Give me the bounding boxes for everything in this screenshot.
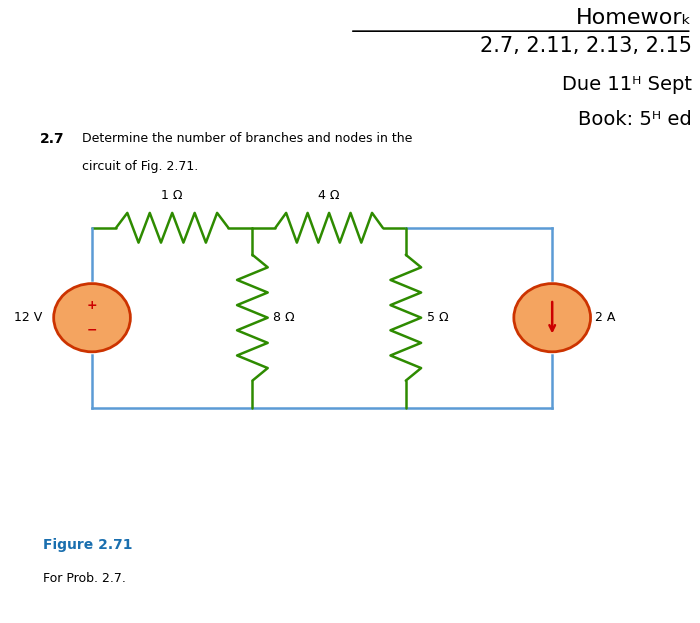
Circle shape xyxy=(54,283,130,352)
Text: 12 V: 12 V xyxy=(13,312,42,324)
Text: 2.7: 2.7 xyxy=(40,131,64,146)
Text: 5 Ω: 5 Ω xyxy=(427,312,448,324)
Text: 2 A: 2 A xyxy=(596,312,616,324)
Text: Book: 5ᵸ ed: Book: 5ᵸ ed xyxy=(578,110,692,129)
Text: 4 Ω: 4 Ω xyxy=(318,189,340,202)
Text: Homeworₖ: Homeworₖ xyxy=(575,7,692,27)
Text: Determine the number of branches and nodes in the: Determine the number of branches and nod… xyxy=(82,131,412,145)
Text: 1 Ω: 1 Ω xyxy=(162,189,183,202)
Text: 2.7, 2.11, 2.13, 2.15: 2.7, 2.11, 2.13, 2.15 xyxy=(480,36,692,55)
Text: +: + xyxy=(87,299,97,312)
Text: −: − xyxy=(87,323,97,336)
Text: circuit of Fig. 2.71.: circuit of Fig. 2.71. xyxy=(82,159,198,173)
Text: 8 Ω: 8 Ω xyxy=(273,312,295,324)
Text: For Prob. 2.7.: For Prob. 2.7. xyxy=(43,572,126,585)
Text: Due 11ᵸ Sept: Due 11ᵸ Sept xyxy=(561,75,692,93)
Circle shape xyxy=(514,283,591,352)
Text: Figure 2.71: Figure 2.71 xyxy=(43,538,133,552)
